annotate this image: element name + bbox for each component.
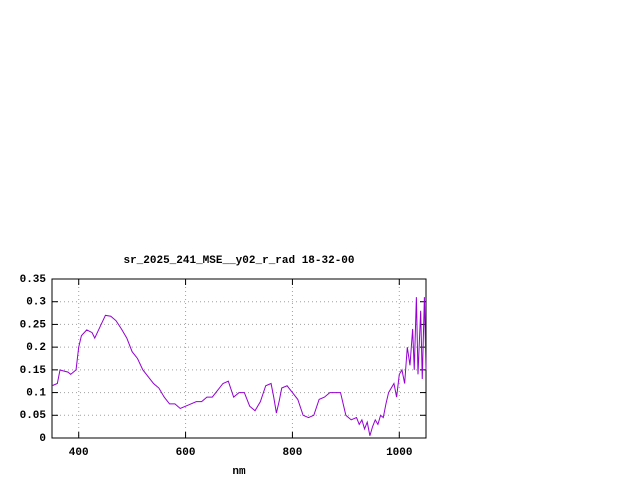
x-tick-label: 800: [283, 447, 303, 459]
plot-frame: [51, 278, 427, 439]
chart-title: sr_2025_241_MSE__y02_r_rad 18-32-00: [123, 255, 354, 267]
y-tick-label: 0.05: [20, 410, 47, 422]
y-tick-label: 0.3: [26, 297, 46, 309]
x-tick-label: 1000: [386, 447, 412, 459]
x-axis-label: nm: [232, 466, 246, 478]
data-line: [51, 297, 427, 436]
y-tick-label: 0.15: [20, 365, 47, 377]
y-tick-label: 0.35: [20, 274, 47, 286]
y-tick-label: 0.25: [20, 319, 47, 331]
x-tick-label: 400: [69, 447, 89, 459]
x-tick-label: 600: [176, 447, 196, 459]
y-tick-label: 0: [39, 433, 46, 445]
y-tick-label: 0.2: [26, 342, 46, 354]
y-tick-label: 0.1: [26, 387, 46, 399]
